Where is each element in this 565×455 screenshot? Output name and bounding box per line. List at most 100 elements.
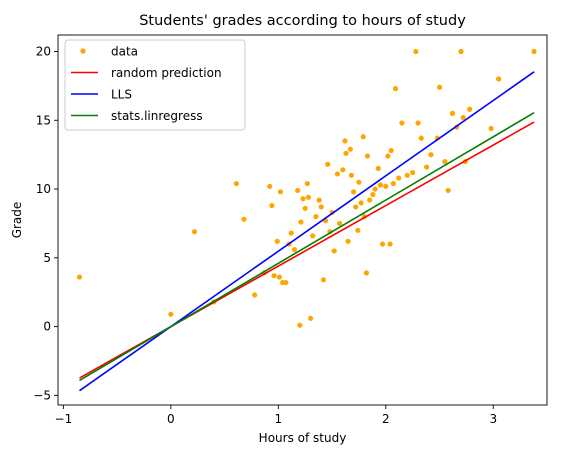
data-point bbox=[445, 187, 451, 194]
data-point bbox=[277, 189, 284, 195]
data-point bbox=[288, 230, 294, 236]
data-layer bbox=[76, 48, 537, 392]
data-point bbox=[390, 180, 396, 187]
data-point bbox=[436, 84, 443, 90]
data-point bbox=[267, 183, 273, 189]
data-point bbox=[305, 194, 312, 200]
data-point bbox=[387, 241, 393, 247]
data-point bbox=[316, 197, 322, 203]
y-tick-label: 10 bbox=[36, 182, 51, 196]
y-tick-label: 20 bbox=[36, 45, 51, 59]
data-point bbox=[313, 213, 319, 220]
legend-marker-data bbox=[80, 48, 86, 54]
data-point bbox=[241, 216, 247, 222]
data-point bbox=[375, 165, 381, 172]
x-tick-label: −1 bbox=[55, 412, 73, 426]
data-point bbox=[271, 273, 277, 279]
data-point bbox=[298, 219, 304, 225]
data-point bbox=[467, 106, 473, 112]
data-point bbox=[370, 191, 376, 198]
x-tick-label: 2 bbox=[382, 412, 390, 426]
data-point bbox=[367, 197, 373, 203]
data-point bbox=[334, 171, 341, 177]
data-point bbox=[347, 146, 353, 152]
data-point bbox=[310, 233, 316, 239]
data-point bbox=[460, 114, 466, 121]
data-point bbox=[428, 152, 434, 158]
data-point bbox=[356, 179, 362, 185]
data-point bbox=[283, 279, 289, 286]
data-point bbox=[392, 86, 399, 92]
data-point bbox=[348, 172, 354, 178]
y-tick-label: 15 bbox=[36, 113, 51, 127]
legend-label: stats.linregress bbox=[111, 109, 203, 123]
plot-area: −1 0 1 2 3 −5 0 5 10 15 20 bbox=[33, 34, 548, 426]
data-point bbox=[340, 167, 346, 173]
data-point bbox=[307, 315, 314, 321]
data-point bbox=[410, 169, 416, 176]
data-point bbox=[252, 292, 258, 298]
data-point bbox=[415, 120, 421, 126]
data-point bbox=[385, 153, 391, 159]
data-point bbox=[458, 48, 464, 55]
legend-label: LLS bbox=[111, 88, 132, 102]
data-point bbox=[358, 200, 364, 206]
y-axis-label: Grade bbox=[10, 202, 24, 239]
data-point bbox=[318, 204, 324, 210]
data-point bbox=[331, 248, 337, 254]
data-point bbox=[364, 153, 371, 159]
data-point bbox=[76, 274, 83, 280]
data-point bbox=[295, 187, 301, 194]
data-point bbox=[276, 274, 282, 280]
data-point bbox=[404, 172, 410, 178]
data-point bbox=[396, 175, 402, 181]
data-point bbox=[274, 238, 280, 244]
data-point bbox=[233, 180, 240, 187]
data-point bbox=[442, 158, 448, 165]
x-tick-label: 0 bbox=[167, 412, 175, 426]
data-point bbox=[360, 134, 366, 140]
series-line-lls bbox=[79, 71, 535, 392]
data-point bbox=[350, 189, 357, 195]
data-point bbox=[531, 48, 537, 55]
data-point bbox=[399, 120, 405, 126]
legend-label: data bbox=[111, 45, 138, 59]
series-line-stats-linregress bbox=[79, 112, 535, 382]
legend: data random prediction LLS stats.linregress bbox=[64, 39, 246, 131]
data-point bbox=[320, 277, 327, 283]
data-point bbox=[377, 182, 384, 188]
data-point bbox=[488, 125, 494, 132]
data-point bbox=[363, 270, 370, 276]
data-point bbox=[379, 241, 386, 247]
data-point bbox=[325, 161, 331, 167]
data-point bbox=[449, 110, 456, 117]
data-point bbox=[336, 220, 343, 227]
data-point bbox=[304, 180, 310, 187]
y-tick-label: 0 bbox=[43, 320, 51, 334]
data-point bbox=[343, 150, 349, 156]
data-point bbox=[388, 147, 394, 154]
data-point bbox=[496, 76, 502, 82]
data-point bbox=[300, 196, 306, 202]
data-point bbox=[291, 246, 298, 253]
data-point bbox=[355, 227, 361, 233]
data-point bbox=[191, 229, 198, 235]
data-point bbox=[302, 205, 308, 211]
data-point bbox=[353, 204, 359, 210]
data-point bbox=[424, 164, 430, 170]
data-point bbox=[413, 48, 419, 55]
data-point bbox=[297, 322, 303, 328]
x-tick-label: 1 bbox=[274, 412, 282, 426]
legend-label: random prediction bbox=[111, 66, 222, 80]
data-point bbox=[342, 138, 348, 144]
data-point bbox=[269, 202, 275, 209]
data-point bbox=[418, 135, 424, 141]
axes-frame bbox=[57, 34, 548, 406]
data-point bbox=[345, 238, 351, 244]
y-tick-label: −5 bbox=[33, 388, 51, 402]
legend-box bbox=[64, 39, 246, 131]
x-axis-label: Hours of study bbox=[259, 431, 347, 445]
data-point bbox=[168, 311, 174, 317]
data-point bbox=[372, 186, 378, 192]
